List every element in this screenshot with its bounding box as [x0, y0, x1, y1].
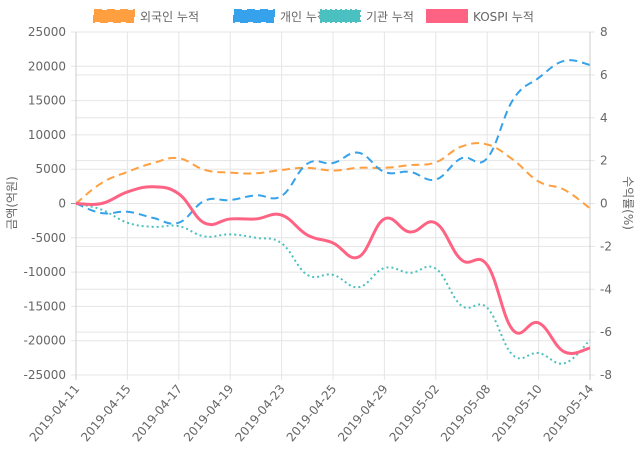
- y-left-tick-label: 10000: [28, 128, 66, 142]
- x-tick-label: 2019-04-29: [335, 382, 391, 444]
- y-left-tick-label: -5000: [31, 231, 66, 245]
- y-right-tick-label: 4: [600, 111, 608, 125]
- y-right-tick-label: 8: [600, 25, 608, 39]
- x-tick-label: 2019-04-19: [181, 382, 237, 444]
- x-tick-label: 2019-04-17: [130, 382, 186, 444]
- x-tick-label: 2019-04-11: [27, 382, 83, 444]
- y-axis-left: 25000 20000 15000 10000 5000 0 -5000 -10000 -150…: [23, 25, 66, 382]
- y-left-tick-label: 0: [58, 197, 66, 211]
- y-axis-left-label: 금액(억원): [5, 176, 19, 230]
- series-line-2: [75, 202, 591, 365]
- y-left-tick-label: -10000: [23, 265, 66, 279]
- legend-swatch: [319, 9, 361, 23]
- legend-swatch: [426, 9, 468, 23]
- y-axis-right: 8 6 4 2 0 -2 -4 -6 -8: [600, 25, 612, 382]
- x-axis: 2019-04-112019-04-152019-04-172019-04-19…: [27, 382, 597, 444]
- y-right-tick-label: -8: [600, 368, 612, 382]
- legend-swatch: [93, 9, 135, 23]
- y-left-tick-label: 15000: [28, 94, 66, 108]
- legend-label: 외국인 누적: [140, 10, 199, 24]
- x-tick-label: 2019-04-25: [284, 382, 340, 444]
- x-tick-label: 2019-05-02: [387, 382, 443, 444]
- legend-swatch: [233, 9, 275, 23]
- y-left-tick-label: 5000: [35, 162, 66, 176]
- y-left-tick-label: -15000: [23, 299, 66, 313]
- y-right-tick-label: 0: [600, 197, 608, 211]
- series-line-3: [75, 185, 591, 355]
- legend-label: KOSPI 누적: [473, 10, 534, 24]
- legend-label: 기관 누적: [366, 10, 414, 24]
- x-tick-label: 2019-05-10: [489, 382, 545, 444]
- series-line-1: [75, 59, 591, 225]
- series-lines: [75, 59, 591, 365]
- series-line-0: [75, 142, 591, 210]
- x-tick-label: 2019-05-08: [438, 382, 494, 444]
- y-left-tick-label: 25000: [28, 25, 66, 39]
- y-right-tick-label: -4: [600, 282, 612, 296]
- x-tick-label: 2019-05-14: [541, 382, 597, 444]
- y-left-tick-label: 20000: [28, 59, 66, 73]
- legend: 외국인 누적 개인 누적 기관 누적 KOSPI 누적: [93, 9, 534, 24]
- x-tick-label: 2019-04-23: [232, 382, 288, 444]
- y-left-tick-label: -20000: [23, 334, 66, 348]
- grid: [71, 31, 595, 380]
- y-axis-right-label: 수익률(%): [621, 176, 635, 230]
- y-right-tick-label: 2: [600, 154, 608, 168]
- legend-label: 개인 누적: [280, 10, 328, 24]
- y-right-tick-label: -2: [600, 239, 612, 253]
- y-right-tick-label: 6: [600, 68, 608, 82]
- y-left-tick-label: -25000: [23, 368, 66, 382]
- y-right-tick-label: -6: [600, 325, 612, 339]
- x-tick-label: 2019-04-15: [78, 382, 134, 444]
